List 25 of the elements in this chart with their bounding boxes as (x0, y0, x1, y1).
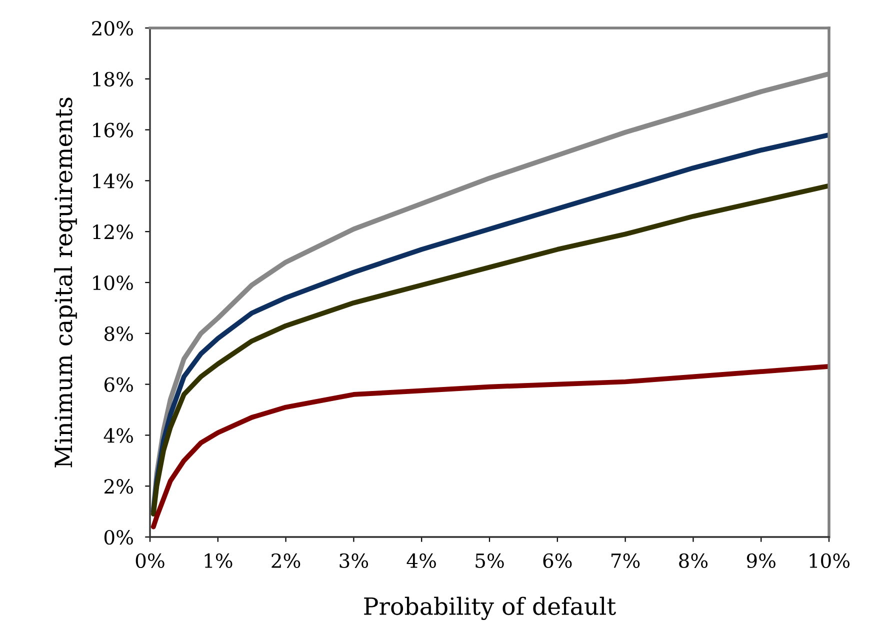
y-tick-label: 12% (93, 224, 133, 240)
line-series (150, 364, 829, 530)
y-axis-title: Minimum capital requirements (54, 98, 77, 468)
x-tick-label: 1% (204, 553, 232, 568)
y-tick-label: 2% (104, 479, 133, 494)
x-tick-label: 2% (272, 553, 300, 568)
x-tick-label: 7% (612, 553, 640, 568)
x-tick-label: 5% (476, 553, 504, 568)
y-tick-label: 8% (104, 326, 133, 342)
y-tick-label: 18% (93, 72, 133, 87)
x-axis-title: Probability of default (364, 596, 616, 620)
y-tick-label: 4% (104, 428, 133, 443)
x-tick-label: 4% (406, 553, 436, 568)
x-tick-label: 3% (340, 553, 368, 568)
y-tick-label: 16% (93, 122, 133, 138)
x-tick-label: 8% (679, 553, 708, 568)
y-tick-label: 6% (104, 377, 133, 392)
x-tick-label: 10% (810, 553, 850, 568)
x-tick-label: 6% (543, 553, 572, 568)
x-tick-label: 0% (136, 553, 164, 568)
x-tick-label: 9% (746, 553, 776, 568)
y-tick-label: 14% (93, 174, 133, 188)
y-tick-label: 0% (104, 530, 133, 545)
y-tick-label: 10% (93, 275, 133, 290)
y-tick-label: 20% (92, 20, 133, 36)
